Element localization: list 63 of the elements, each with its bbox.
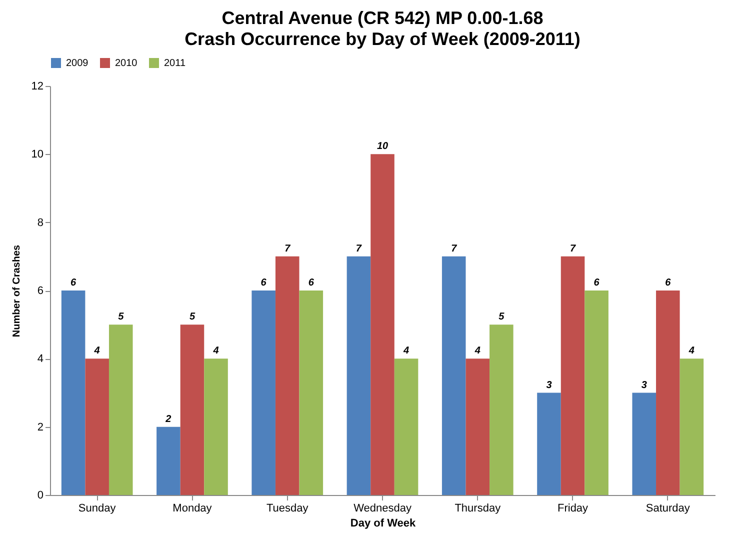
data-label: 4 [212,346,220,357]
x-tick-label: Friday [557,502,589,514]
legend-label: 2010 [115,58,138,69]
y-tick-label: 6 [37,285,44,297]
x-tick-label: Thursday [454,502,502,514]
bar [632,392,656,495]
bar [85,358,109,495]
y-tick-label: 12 [31,80,44,92]
bar [275,256,300,495]
y-tick-label: 8 [37,216,44,229]
x-axis-title: Day of Week [350,518,416,530]
chart-subtitle: Crash Occurrence by Day of Week (2009-2011) [184,29,580,49]
bar [346,256,371,495]
data-label: 4 [93,346,100,357]
bar [370,154,394,495]
bar [442,256,466,495]
x-tick-label: Monday [172,502,212,514]
bar [108,324,133,495]
bar [656,290,680,495]
y-axis-title: Number of Crashes [11,244,22,338]
y-tick-label: 4 [37,353,44,366]
bar [584,290,608,495]
data-label: 3 [641,380,648,391]
data-label: 6 [70,278,77,288]
bar [252,290,276,495]
data-label: 5 [118,312,124,323]
legend-label: 2009 [66,58,89,69]
data-label: 6 [594,278,600,288]
bar [680,358,704,495]
legend-label: 2011 [164,58,186,69]
data-label: 6 [260,278,267,288]
data-label: 7 [570,243,576,254]
bar [560,256,585,495]
data-label: 7 [356,243,362,254]
data-label: 4 [402,346,410,357]
data-label: 7 [284,243,291,254]
data-label: 2 [164,414,172,425]
data-label: 6 [308,278,314,288]
bar [156,426,180,495]
data-label: 7 [451,243,458,254]
bar [180,324,204,495]
x-tick-label: Sunday [78,502,116,514]
bar [61,290,86,495]
data-label: 6 [665,278,672,288]
y-tick-label: 0 [37,490,44,502]
y-tick-label: 10 [31,148,44,161]
bar [204,358,228,495]
y-tick-label: 2 [37,421,44,434]
bar [466,358,490,495]
bar [394,358,418,495]
bar [490,324,514,495]
data-label: 5 [189,312,196,323]
x-tick-label: Wednesday [354,502,412,514]
x-tick-label: Tuesday [266,502,309,514]
data-label: 4 [688,346,695,357]
bar [299,290,324,495]
data-label: 10 [376,141,388,152]
data-label: 5 [498,312,505,323]
data-label: 3 [546,380,552,391]
bar [537,392,561,495]
data-label: 4 [474,346,481,357]
chart-title: Central Avenue (CR 542) MP 0.00-1.68 [222,8,544,28]
x-tick-label: Saturday [646,502,690,514]
